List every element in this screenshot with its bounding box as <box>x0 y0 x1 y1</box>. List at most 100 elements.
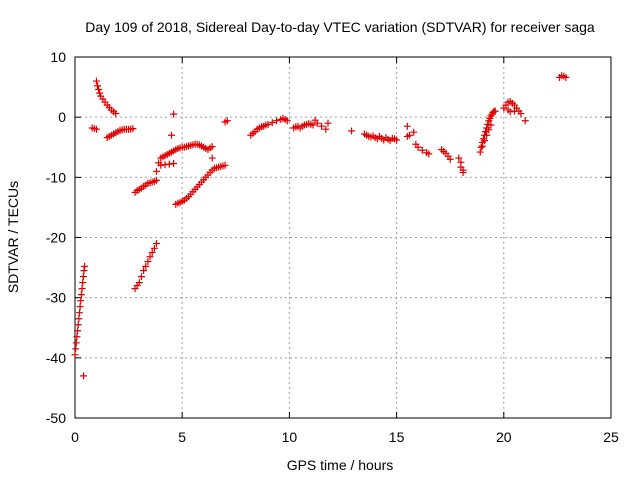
data-point <box>491 107 499 115</box>
data-point <box>170 159 178 167</box>
data-point <box>135 279 143 287</box>
data-point <box>487 121 495 129</box>
x-tick-label: 20 <box>496 429 512 445</box>
x-tick-label: 5 <box>178 429 186 445</box>
data-point <box>485 126 493 134</box>
data-point <box>161 161 169 169</box>
data-point <box>483 131 491 139</box>
data-point <box>264 120 272 128</box>
data-point <box>152 240 160 248</box>
data-point <box>73 333 81 341</box>
data-point <box>129 125 137 133</box>
data-point <box>148 249 156 257</box>
data-point <box>477 143 485 151</box>
data-point <box>521 117 529 125</box>
data-point <box>152 176 160 184</box>
data-point <box>77 297 85 305</box>
data-point <box>446 155 454 163</box>
data-point <box>72 345 80 353</box>
data-point <box>71 351 79 359</box>
y-tick-label: -10 <box>46 169 66 185</box>
data-point <box>410 128 418 136</box>
data-point <box>208 143 216 151</box>
data-point <box>425 150 433 158</box>
data-point <box>459 169 467 177</box>
data-point <box>80 267 88 275</box>
data-point <box>318 122 326 130</box>
data-point <box>95 85 103 93</box>
data-point <box>79 273 87 281</box>
y-tick-label: -30 <box>46 290 66 306</box>
data-point <box>74 321 82 329</box>
data-point <box>283 117 291 125</box>
x-axis-label: GPS time / hours <box>287 457 394 473</box>
data-point <box>478 142 486 150</box>
chart-title: Day 109 of 2018, Sidereal Day-to-day VTE… <box>85 19 595 35</box>
data-point <box>268 119 276 127</box>
data-point <box>77 291 85 299</box>
data-point <box>96 89 104 97</box>
data-point <box>479 135 487 143</box>
data-point <box>144 258 152 266</box>
data-point <box>348 127 356 135</box>
data-point <box>167 131 175 139</box>
x-axis: 0 5 10 15 20 25 <box>71 57 619 445</box>
grid <box>75 57 611 418</box>
data-point <box>170 110 178 118</box>
data-point <box>142 262 150 270</box>
data-point <box>403 132 411 140</box>
data-point <box>273 117 281 125</box>
data-point <box>165 160 173 168</box>
data-point <box>112 110 120 118</box>
data-point <box>309 121 317 129</box>
data-point <box>482 128 490 136</box>
y-tick-label: 0 <box>58 109 66 125</box>
data-point <box>150 244 158 252</box>
data-point <box>79 279 87 287</box>
data-point <box>313 119 321 127</box>
data-point <box>221 161 229 169</box>
data-point <box>94 82 102 90</box>
data-point <box>157 161 165 169</box>
x-tick-label: 10 <box>282 429 298 445</box>
data-point <box>140 267 148 275</box>
data-point <box>75 315 83 323</box>
y-tick-label: -40 <box>46 350 66 366</box>
data-point <box>476 148 484 156</box>
data-point <box>418 146 426 154</box>
data-point <box>484 120 492 128</box>
y-axis: -50 -40 -30 -20 -10 0 10 <box>46 49 611 426</box>
data-point <box>74 327 82 335</box>
data-point <box>146 253 154 261</box>
data-point <box>92 77 100 85</box>
data-point <box>506 108 514 116</box>
data-point <box>562 73 570 81</box>
y-tick-label: 10 <box>50 49 66 65</box>
x-tick-label: 25 <box>603 429 619 445</box>
data-point <box>76 309 84 317</box>
y-tick-label: -50 <box>46 410 66 426</box>
data-point <box>92 125 100 133</box>
data-point <box>455 154 463 162</box>
data-point <box>137 273 145 281</box>
data-point <box>414 143 422 151</box>
y-tick-label: -20 <box>46 230 66 246</box>
data-point <box>78 285 86 293</box>
data-point <box>80 372 88 380</box>
data-point <box>511 107 519 115</box>
data-point <box>481 137 489 145</box>
data-point <box>81 262 89 270</box>
data-points <box>71 72 570 380</box>
data-point <box>324 119 332 127</box>
data-point <box>152 167 160 175</box>
data-point <box>72 339 80 347</box>
data-point <box>393 136 401 144</box>
data-point <box>208 154 216 162</box>
y-axis-label: SDTVAR / TECUs <box>5 181 21 293</box>
data-point <box>403 122 411 130</box>
data-point <box>322 125 330 133</box>
data-point <box>517 110 525 118</box>
data-point <box>76 303 84 311</box>
data-point <box>223 117 231 125</box>
